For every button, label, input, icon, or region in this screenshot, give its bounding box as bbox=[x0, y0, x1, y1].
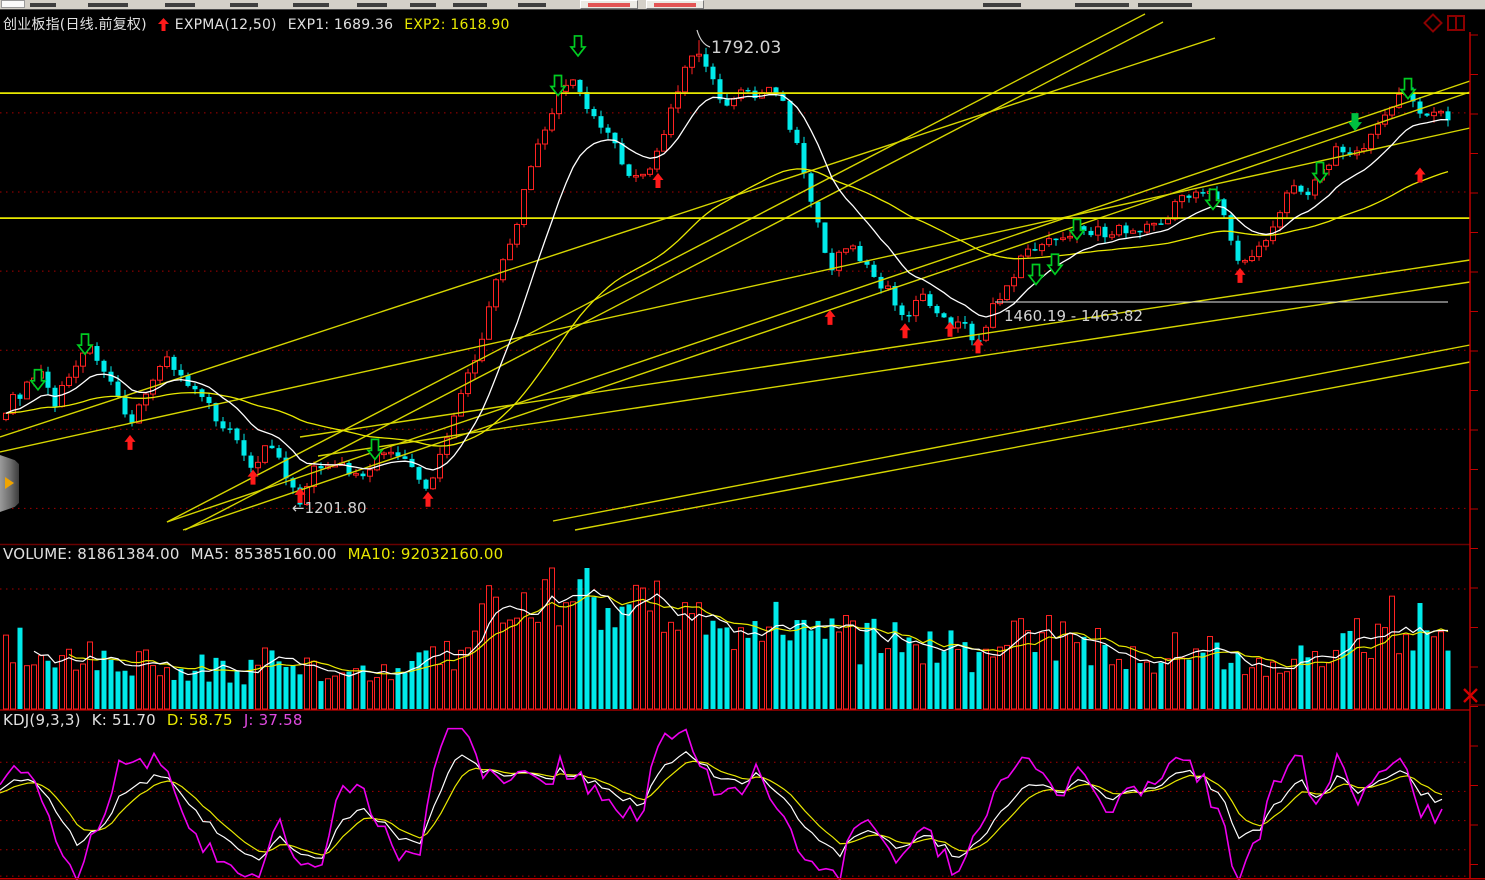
menubar-item[interactable] bbox=[1075, 3, 1129, 7]
menubar-item[interactable] bbox=[293, 3, 329, 7]
split-window-icon[interactable] bbox=[1447, 15, 1465, 31]
menubar-item[interactable] bbox=[30, 3, 56, 7]
kdj-j-value: J: 37.58 bbox=[243, 711, 303, 729]
volume-ma5-value: MA5: 85385160.00 bbox=[190, 545, 337, 563]
main-chart-header: 创业板指(日线.前复权) EXPMA(12,50) EXP1: 1689.36 EXP… bbox=[3, 14, 521, 34]
app-logo[interactable] bbox=[1, 0, 25, 8]
menubar-item[interactable] bbox=[88, 3, 128, 7]
exp1-value: EXP1: 1689.36 bbox=[287, 17, 394, 33]
volume-ma10-value: MA10: 92032160.00 bbox=[347, 545, 504, 563]
menubar-item[interactable] bbox=[453, 3, 487, 7]
gap-price-annotation: 1460.19 - 1463.82 bbox=[1004, 307, 1144, 325]
kdj-indicator-label: KDJ(9,3,3) bbox=[3, 711, 81, 729]
kdj-k-value: K: 51.70 bbox=[91, 711, 156, 729]
close-indicator-icon[interactable] bbox=[1463, 688, 1478, 703]
expand-arrow-icon bbox=[5, 477, 14, 489]
hot-button-label-stub bbox=[654, 3, 696, 7]
menubar-item[interactable] bbox=[357, 3, 387, 7]
peak-price-annotation: 1792.03 bbox=[711, 38, 782, 58]
volume-panel-header: VOLUME: 81861384.00 MA5: 85385160.00 MA10:… bbox=[3, 545, 514, 563]
menubar bbox=[0, 0, 1485, 10]
menubar-item[interactable] bbox=[230, 3, 258, 7]
up-arrow-icon bbox=[157, 18, 169, 31]
menubar-hot-button-2[interactable] bbox=[646, 0, 704, 9]
menubar-item[interactable] bbox=[165, 3, 195, 7]
indicator-label: EXPMA(12,50) bbox=[174, 17, 277, 33]
low-price-annotation: ←1201.80 bbox=[292, 499, 367, 517]
menubar-item[interactable] bbox=[1138, 3, 1192, 7]
volume-value: VOLUME: 81861384.00 bbox=[3, 545, 180, 563]
menubar-item[interactable] bbox=[410, 3, 436, 7]
kdj-panel-header: KDJ(9,3,3) K: 51.70 D: 58.75 J: 37.58 bbox=[3, 711, 314, 729]
sidebar-expand-handle[interactable] bbox=[0, 455, 19, 512]
menubar-item[interactable] bbox=[518, 3, 546, 7]
chart-title: 创业板指(日线.前复权) bbox=[3, 17, 147, 33]
diamond-tool-icon[interactable] bbox=[1423, 13, 1443, 33]
kdj-d-value: D: 58.75 bbox=[166, 711, 233, 729]
menubar-item[interactable] bbox=[983, 3, 1021, 7]
menubar-hot-button-1[interactable] bbox=[580, 0, 638, 9]
hot-button-label-stub bbox=[588, 3, 630, 7]
exp2-value: EXP2: 1618.90 bbox=[404, 17, 510, 33]
